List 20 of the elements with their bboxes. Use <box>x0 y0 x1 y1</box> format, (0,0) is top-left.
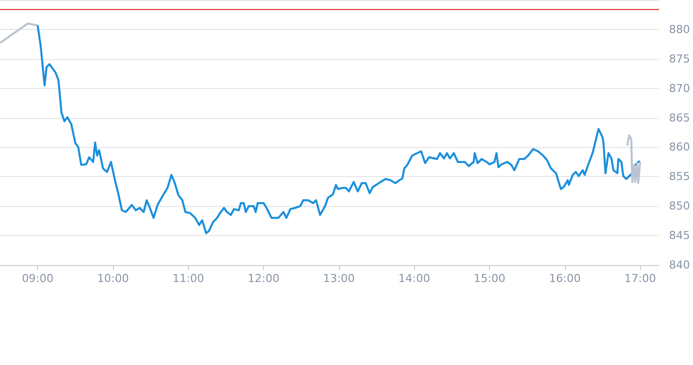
x-tick-label: 10:00 <box>97 272 129 285</box>
y-tick-label: 845 <box>669 229 690 242</box>
y-tick-label: 855 <box>669 170 690 184</box>
x-tick-label: 09:00 <box>22 272 54 285</box>
y-tick-label: 870 <box>669 82 690 95</box>
y-tick-label: 880 <box>669 22 690 36</box>
y-tick-label: 860 <box>669 140 690 154</box>
y-tick-label: 840 <box>669 258 690 272</box>
x-tick-label: 17:00 <box>624 272 656 285</box>
x-tick-label: 15:00 <box>474 272 506 285</box>
line-series <box>626 134 642 184</box>
y-tick-label: 865 <box>669 111 690 124</box>
x-tick-label: 16:00 <box>549 272 581 285</box>
y-tick-label: 875 <box>669 52 690 66</box>
line-series <box>36 24 642 234</box>
x-tick-label: 14:00 <box>398 272 430 285</box>
x-tick-label: 13:00 <box>323 272 355 285</box>
x-tick-label: 12:00 <box>248 272 280 285</box>
y-tick-label: 850 <box>669 200 690 213</box>
x-tick-label: 11:00 <box>172 272 204 285</box>
